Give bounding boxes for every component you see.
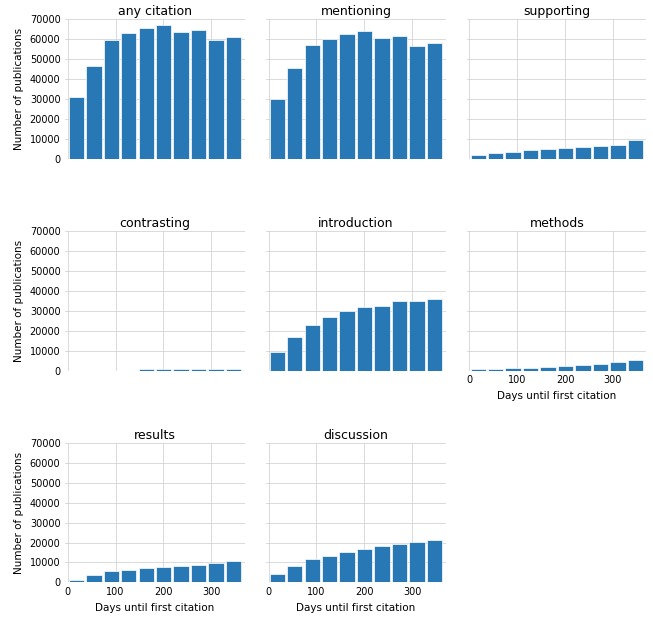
Bar bbox=[156, 25, 171, 159]
Bar bbox=[409, 541, 424, 582]
Bar bbox=[340, 311, 355, 371]
Bar bbox=[287, 566, 302, 582]
Bar bbox=[610, 145, 626, 159]
X-axis label: Days until first citation: Days until first citation bbox=[497, 391, 616, 401]
Bar bbox=[191, 30, 206, 159]
Bar bbox=[392, 543, 407, 582]
Title: introduction: introduction bbox=[318, 217, 394, 230]
Bar bbox=[541, 148, 556, 159]
Bar bbox=[138, 369, 154, 371]
Bar bbox=[304, 45, 320, 159]
Bar bbox=[174, 566, 189, 582]
Bar bbox=[322, 556, 338, 582]
Title: contrasting: contrasting bbox=[119, 217, 191, 230]
Bar bbox=[523, 367, 538, 371]
Bar bbox=[575, 147, 591, 159]
Bar bbox=[628, 360, 643, 371]
Bar bbox=[471, 369, 486, 371]
Bar bbox=[270, 99, 285, 159]
Bar bbox=[340, 552, 355, 582]
Bar bbox=[357, 307, 372, 371]
Bar bbox=[191, 566, 206, 582]
Bar bbox=[226, 369, 241, 371]
Bar bbox=[287, 68, 302, 159]
Bar bbox=[488, 369, 503, 371]
Bar bbox=[174, 369, 189, 371]
Bar bbox=[69, 97, 84, 159]
Bar bbox=[357, 31, 372, 159]
Bar bbox=[69, 580, 84, 582]
Bar bbox=[427, 299, 442, 371]
Bar bbox=[304, 559, 320, 582]
Bar bbox=[558, 365, 573, 371]
Title: methods: methods bbox=[530, 217, 584, 230]
Y-axis label: Number of publications: Number of publications bbox=[14, 28, 24, 150]
X-axis label: Days until first citation: Days until first citation bbox=[296, 603, 415, 613]
Title: supporting: supporting bbox=[523, 5, 590, 18]
Bar bbox=[208, 40, 224, 159]
Title: results: results bbox=[134, 429, 176, 442]
Bar bbox=[575, 365, 591, 371]
Bar bbox=[541, 367, 556, 371]
Bar bbox=[208, 563, 224, 582]
Bar bbox=[104, 40, 119, 159]
Bar bbox=[374, 306, 390, 371]
Bar bbox=[505, 368, 521, 371]
Bar bbox=[104, 572, 119, 582]
Bar bbox=[156, 369, 171, 371]
Bar bbox=[628, 140, 643, 159]
Bar bbox=[86, 575, 102, 582]
Bar bbox=[374, 545, 390, 582]
Bar bbox=[392, 36, 407, 159]
Bar bbox=[156, 568, 171, 582]
Title: mentioning: mentioning bbox=[321, 5, 391, 18]
Bar bbox=[392, 301, 407, 371]
Bar bbox=[427, 43, 442, 159]
Bar bbox=[287, 337, 302, 371]
Bar bbox=[121, 570, 136, 582]
Bar bbox=[322, 39, 338, 159]
Bar bbox=[427, 540, 442, 582]
Bar bbox=[593, 147, 608, 159]
Bar bbox=[523, 150, 538, 159]
Y-axis label: Number of publications: Number of publications bbox=[14, 452, 24, 573]
Y-axis label: Number of publications: Number of publications bbox=[14, 240, 24, 362]
Bar bbox=[226, 561, 241, 582]
Bar bbox=[270, 575, 285, 582]
Bar bbox=[357, 548, 372, 582]
Bar bbox=[191, 369, 206, 371]
Bar bbox=[174, 32, 189, 159]
Bar bbox=[340, 34, 355, 159]
Bar bbox=[593, 364, 608, 371]
Bar bbox=[610, 362, 626, 371]
Title: any citation: any citation bbox=[118, 5, 192, 18]
Bar bbox=[505, 152, 521, 159]
Bar bbox=[471, 155, 486, 159]
Bar bbox=[121, 33, 136, 159]
X-axis label: Days until first citation: Days until first citation bbox=[95, 603, 215, 613]
Bar bbox=[322, 317, 338, 371]
Title: discussion: discussion bbox=[323, 429, 389, 442]
Bar bbox=[558, 148, 573, 159]
Bar bbox=[409, 46, 424, 159]
Bar bbox=[226, 37, 241, 159]
Bar bbox=[488, 153, 503, 159]
Bar bbox=[374, 38, 390, 159]
Bar bbox=[270, 351, 285, 371]
Bar bbox=[138, 568, 154, 582]
Bar bbox=[304, 324, 320, 371]
Bar bbox=[208, 369, 224, 371]
Bar bbox=[138, 28, 154, 159]
Bar bbox=[409, 301, 424, 371]
Bar bbox=[86, 66, 102, 159]
